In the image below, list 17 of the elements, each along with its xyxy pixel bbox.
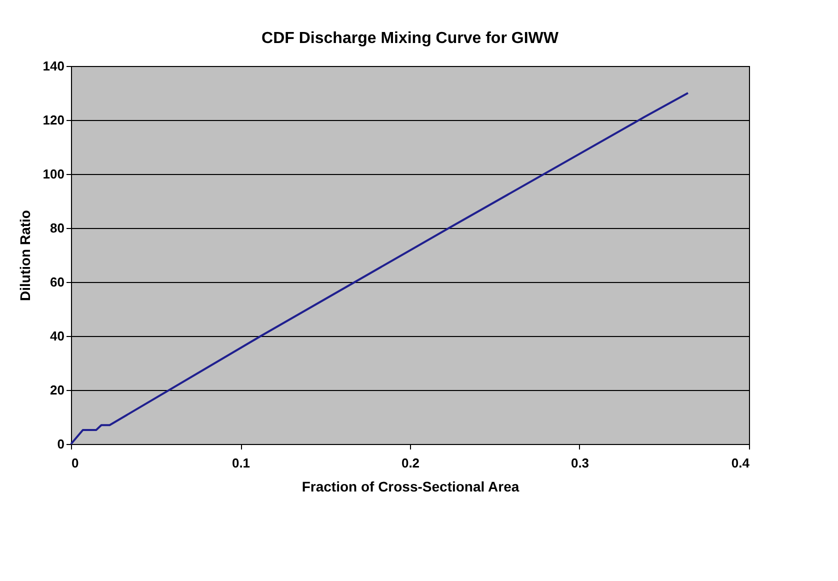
x-tick-label: 0.1 <box>232 456 250 470</box>
x-tick-label: 0 <box>72 456 79 470</box>
line-series <box>70 92 689 445</box>
x-tick-label: 0.2 <box>401 456 420 470</box>
y-tick-label: 40 <box>50 328 64 344</box>
x-tick-label: 0.4 <box>731 456 750 470</box>
y-tick-label: 80 <box>50 220 64 236</box>
x-axis-title: Fraction of Cross-Sectional Area <box>302 478 520 494</box>
chart-title: CDF Discharge Mixing Curve for GIWW <box>262 30 560 47</box>
y-tick-label: 120 <box>42 112 64 128</box>
y-axis-title: Dilution Ratio <box>16 210 33 301</box>
y-tick-label: 0 <box>57 436 64 452</box>
y-tick-label: 100 <box>42 166 64 182</box>
y-tick-label: 20 <box>50 382 64 398</box>
y-tick-label: 60 <box>50 274 64 290</box>
y-tick-label: 140 <box>42 58 64 74</box>
x-tick-label: 0.3 <box>570 456 590 470</box>
